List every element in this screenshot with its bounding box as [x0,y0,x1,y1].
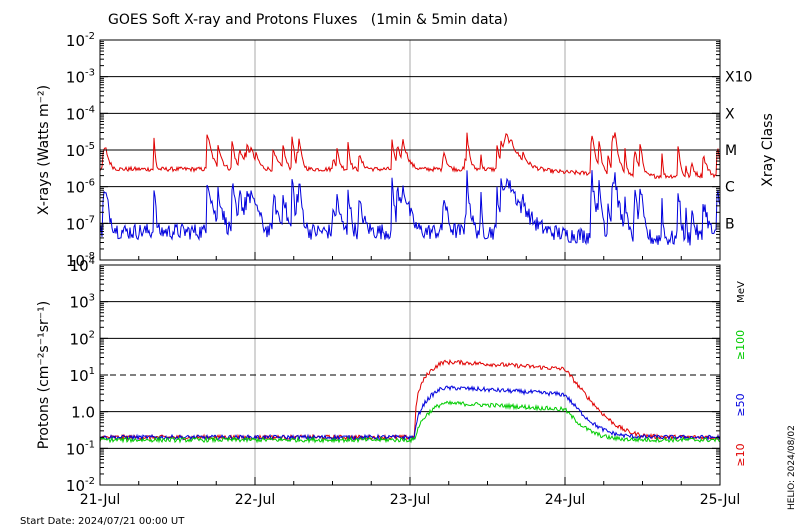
x-tick-label: 21-Jul [80,492,121,508]
xray-y-tick-label: 10-4 [66,104,95,123]
proton-y-tick-label: 103 [70,293,95,312]
proton-units-label: MeV [736,281,747,303]
xray-y-tick-label: 10-5 [66,141,95,160]
xray-y-ticks: 10-8 10-7 10-6 10-5 10-4 10-3 10-2 [66,31,720,270]
proton-y-ticks: 10-2 10-1 1.0 101 102 103 104 [66,256,720,495]
proton-legend-entry: ≥50 [734,393,747,416]
xray-y-axis-label: X-rays (Watts m⁻²) [36,85,52,215]
proton-y-tick-label: 10-2 [66,476,95,495]
start-date-label: Start Date: 2024/07/21 00:00 UT [20,516,185,527]
xray-panel: 10-8 10-7 10-6 10-5 10-4 10-3 10-2 B C M X X10 X-r… [36,31,776,270]
x-axis-ticks: 21-Jul 22-Jul 23-Jul 24-Jul 25-Jul [80,252,741,508]
proton-legend: ≥10 ≥50 ≥100 [734,330,747,467]
proton-y-tick-label: 101 [70,366,95,385]
proton-series-line [99,399,721,444]
xray-y-tick-label: 10-8 [66,251,95,270]
xray-grid [100,40,720,260]
xray-series [99,132,721,246]
xray-class-label: X [725,106,735,122]
xray-class-labels: B C M X X10 [725,70,752,233]
xray-series-line [99,132,721,180]
x-tick-label: 25-Jul [700,492,741,508]
credit-label: HELIO: 2024/08/02 [787,425,797,510]
x-tick-label: 22-Jul [235,492,276,508]
proton-panel: 10-2 10-1 1.0 101 102 103 104 ≥10 ≥50 ≥100 MeV P… [36,256,747,495]
xray-class-label: X10 [725,70,752,86]
proton-grid [100,265,720,485]
x-tick-label: 24-Jul [545,492,586,508]
xray-series-line [99,170,721,246]
x-tick-label: 23-Jul [390,492,431,508]
proton-series-line [99,385,721,442]
proton-series [99,358,721,444]
proton-legend-entry: ≥10 [734,443,747,466]
xray-y-tick-label: 10-2 [66,31,95,50]
xray-y-tick-label: 10-6 [66,178,95,197]
xray-class-label: B [725,216,735,232]
xray-y-tick-label: 10-3 [66,68,95,87]
proton-y-tick-label: 10-1 [66,439,95,458]
xray-class-label: M [725,143,737,159]
xray-y-tick-label: 10-7 [66,214,95,233]
proton-y-axis-label: Protons (cm⁻²s⁻¹sr⁻¹) [36,301,52,450]
proton-legend-entry: ≥100 [734,330,747,360]
proton-y-tick-label: 102 [70,329,95,348]
proton-y-tick-label: 104 [70,256,95,275]
xray-class-label: C [725,180,735,196]
xray-class-axis-label: Xray Class [760,113,776,187]
proton-y-tick-label: 1.0 [71,404,95,422]
chart-title: GOES Soft X-ray and Protons Fluxes (1min… [108,12,508,28]
